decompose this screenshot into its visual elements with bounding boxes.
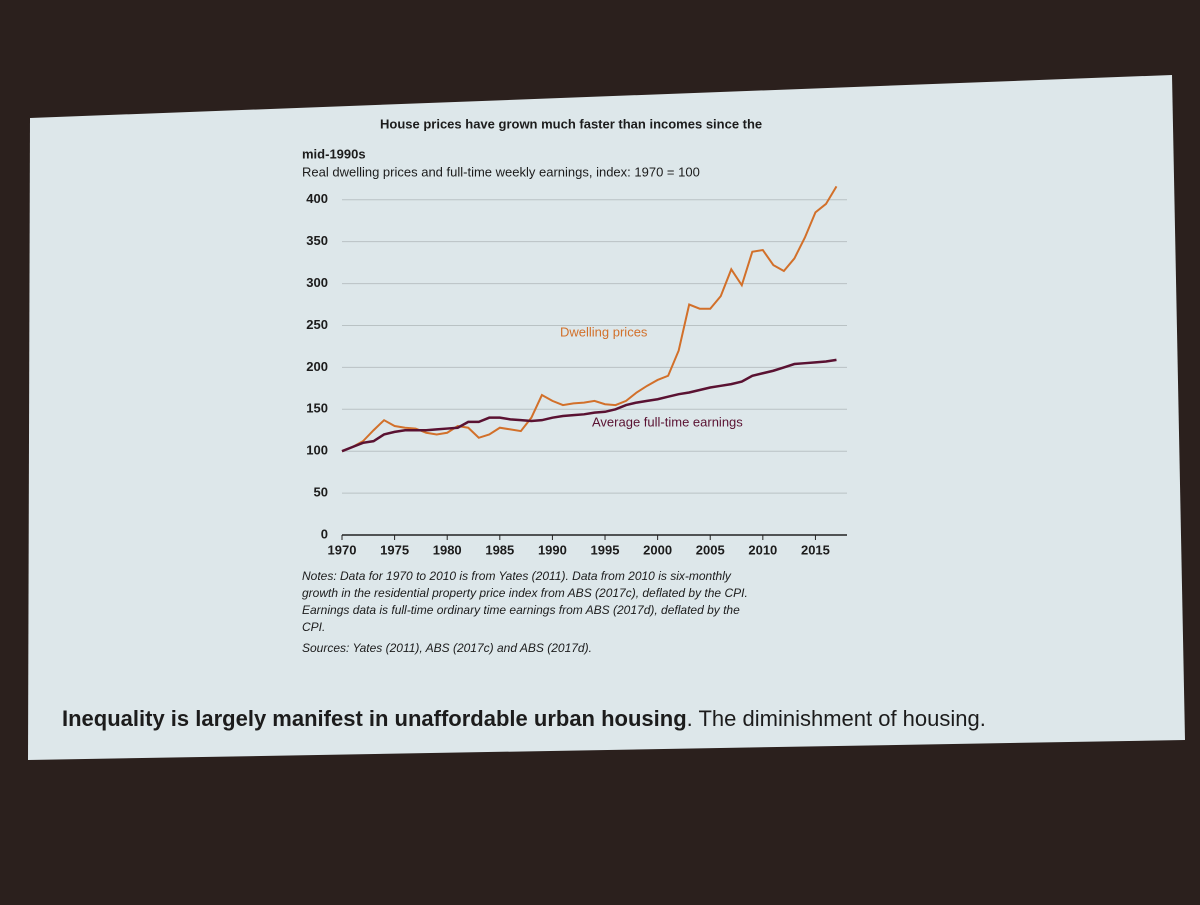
chart-subtitle: Real dwelling prices and full-time weekl… (302, 164, 700, 179)
x-tick-label: 1980 (433, 542, 462, 557)
series-line (341, 358, 837, 453)
y-tick-label: 250 (306, 317, 328, 332)
slide (28, 75, 1185, 760)
note-line: Earnings data is full-time ordinary time… (302, 603, 740, 617)
series-label: Average full-time earnings (592, 414, 743, 429)
note-line: Notes: Data for 1970 to 2010 is from Yat… (302, 569, 732, 583)
sources: Sources: Yates (2011), ABS (2017c) and A… (302, 641, 592, 655)
x-tick-label: 2005 (696, 542, 725, 557)
y-tick-label: 0 (321, 526, 328, 541)
caption-bold: Inequality is largely manifest in unaffo… (62, 706, 687, 731)
x-tick-label: 2010 (748, 542, 777, 557)
caption-rest: . The diminishment of housing. (687, 706, 986, 731)
x-tick-label: 1990 (538, 542, 567, 557)
y-tick-label: 400 (306, 191, 328, 206)
y-tick-label: 350 (306, 233, 328, 248)
caption: Inequality is largely manifest in unaffo… (62, 706, 986, 731)
x-tick-label: 1975 (380, 542, 409, 557)
x-tick-label: 2015 (801, 542, 830, 557)
y-tick-label: 200 (306, 359, 328, 374)
y-tick-label: 150 (306, 401, 328, 416)
series-label: Dwelling prices (560, 324, 648, 339)
chart-title-line: House prices have grown much faster than… (380, 116, 762, 131)
series-line (341, 185, 838, 453)
note-line: growth in the residential property price… (302, 586, 748, 600)
x-tick-label: 1970 (328, 542, 357, 557)
x-tick-label: 2000 (643, 542, 672, 557)
x-tick-label: 1985 (485, 542, 514, 557)
y-tick-label: 100 (306, 443, 328, 458)
y-tick-label: 50 (314, 485, 328, 500)
chart-title-line: mid-1990s (302, 146, 366, 161)
x-tick-label: 1995 (591, 542, 620, 557)
note-line: CPI. (302, 620, 325, 634)
y-tick-label: 300 (306, 275, 328, 290)
